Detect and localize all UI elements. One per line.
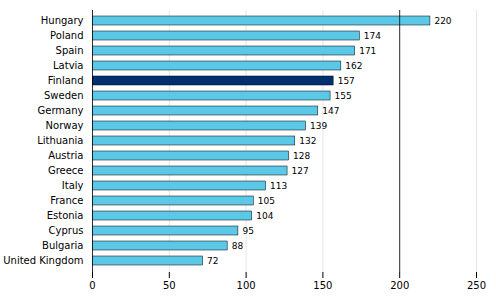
svg-text:171: 171	[359, 46, 376, 56]
svg-text:174: 174	[364, 31, 381, 41]
svg-text:Finland: Finland	[48, 75, 84, 86]
svg-text:Sweden: Sweden	[44, 90, 84, 101]
svg-text:Hungary: Hungary	[41, 15, 84, 26]
svg-text:Poland: Poland	[50, 30, 83, 41]
svg-text:220: 220	[434, 16, 451, 26]
svg-text:Norway: Norway	[46, 120, 84, 131]
svg-text:132: 132	[299, 136, 316, 146]
svg-text:Lithuania: Lithuania	[37, 135, 83, 146]
svg-text:157: 157	[338, 76, 355, 86]
svg-text:95: 95	[242, 226, 253, 236]
svg-text:0: 0	[89, 280, 95, 291]
svg-text:127: 127	[292, 166, 309, 176]
svg-text:147: 147	[322, 106, 339, 116]
svg-text:Greece: Greece	[48, 165, 84, 176]
svg-text:Austria: Austria	[48, 150, 83, 161]
svg-text:France: France	[50, 195, 83, 206]
svg-text:Bulgaria: Bulgaria	[42, 240, 83, 251]
svg-text:Estonia: Estonia	[47, 210, 84, 221]
svg-text:128: 128	[293, 151, 310, 161]
svg-text:Spain: Spain	[56, 45, 84, 56]
svg-text:Cyprus: Cyprus	[49, 225, 84, 236]
svg-text:50: 50	[163, 280, 176, 291]
svg-text:Latvia: Latvia	[53, 60, 83, 71]
svg-text:100: 100	[237, 280, 256, 291]
svg-text:150: 150	[313, 280, 332, 291]
svg-text:Germany: Germany	[38, 105, 84, 116]
svg-text:155: 155	[335, 91, 352, 101]
svg-text:104: 104	[256, 211, 273, 221]
svg-text:113: 113	[270, 181, 287, 191]
svg-text:200: 200	[390, 280, 409, 291]
svg-text:United Kingdom: United Kingdom	[3, 255, 83, 266]
svg-text:88: 88	[232, 241, 244, 251]
svg-text:105: 105	[258, 196, 275, 206]
svg-text:72: 72	[207, 256, 218, 266]
svg-text:Italy: Italy	[62, 180, 84, 191]
svg-text:162: 162	[345, 61, 362, 71]
svg-text:139: 139	[310, 121, 327, 131]
svg-text:250: 250	[467, 280, 486, 291]
